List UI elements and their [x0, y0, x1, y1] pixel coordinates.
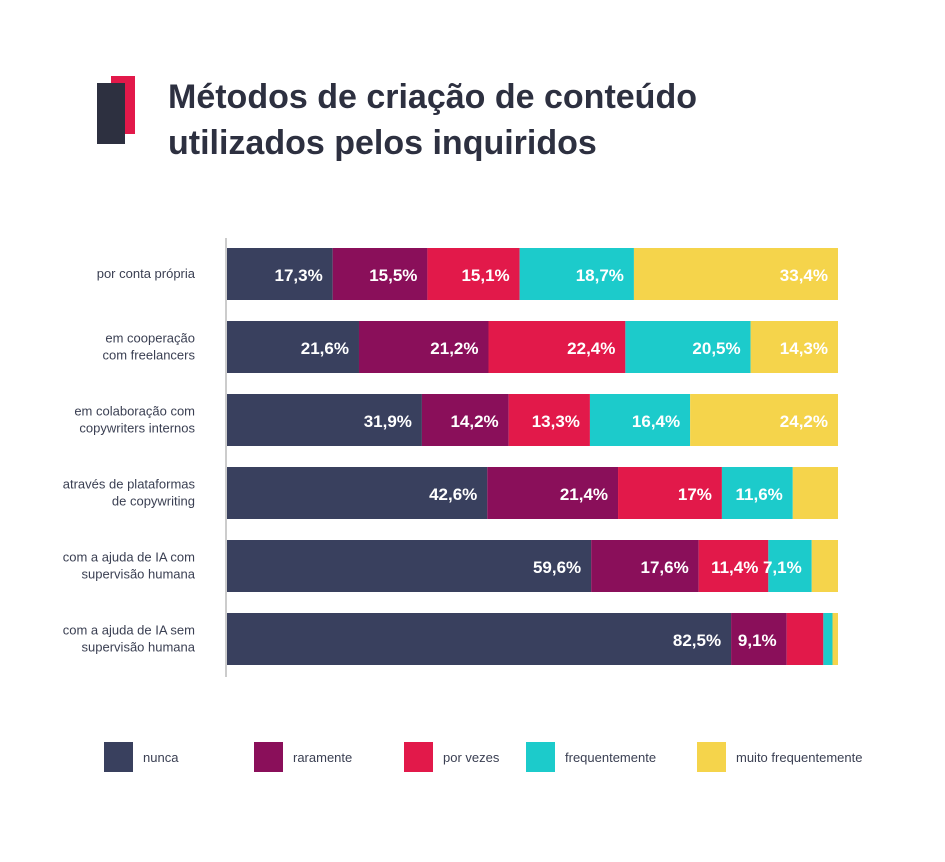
- data-label: 20,5%: [692, 339, 740, 358]
- category-label: através de plataformas de copywriting: [63, 477, 196, 509]
- category-label-line: com freelancers: [103, 348, 196, 363]
- data-label: 14,2%: [450, 412, 498, 431]
- bar-segment-nunca: [227, 613, 732, 665]
- data-label: 13,3%: [532, 412, 580, 431]
- category-label-line: com a ajuda de IA com: [63, 550, 195, 565]
- category-label: com a ajuda de IA com supervisão humana: [63, 550, 196, 582]
- data-label: 59,6%: [533, 558, 581, 577]
- data-label: 15,5%: [369, 266, 417, 285]
- data-label: 21,2%: [430, 339, 478, 358]
- data-label: 42,6%: [429, 485, 477, 504]
- chart-legend: nunca raramente por vezes frequentemente mui…: [104, 742, 904, 776]
- data-label: 18,7%: [576, 266, 624, 285]
- data-label: 31,9%: [364, 412, 412, 431]
- bar-segment-raramente: [487, 467, 619, 519]
- category-label-line: copywriters internos: [79, 421, 195, 436]
- data-label: 82,5%: [673, 631, 721, 650]
- bar-segment-nunca: [227, 394, 422, 446]
- category-label: com a ajuda de IA sem supervisão humana: [63, 623, 196, 655]
- bar-segment-muito-frequentemente: [633, 248, 838, 300]
- bar-segment-por-vezes: [786, 613, 824, 665]
- bar-segment-frequentemente: [721, 467, 793, 519]
- data-label: 14,3%: [780, 339, 828, 358]
- data-label: 9,1%: [738, 631, 777, 650]
- bar-segment-por-vezes: [698, 540, 769, 592]
- legend-label: raramente: [293, 750, 353, 765]
- data-label: 17,3%: [274, 266, 322, 285]
- bar-segment-por-vezes: [508, 394, 590, 446]
- category-label-line: em cooperação: [105, 331, 195, 346]
- category-label-line: supervisão humana: [82, 567, 196, 582]
- bar-segment-raramente: [332, 248, 428, 300]
- chart-title-line-2: utilizados pelos inquiridos: [168, 124, 597, 162]
- data-label: 17,6%: [640, 558, 688, 577]
- bar-segment-frequentemente: [823, 613, 833, 665]
- bar-segment-por-vezes: [488, 321, 626, 373]
- data-label: 11,4%: [711, 558, 758, 577]
- bar-segment-muito-frequentemente: [811, 540, 838, 592]
- bar-segment-nunca: [227, 540, 592, 592]
- category-label-line: supervisão humana: [82, 640, 196, 655]
- legend-label: por vezes: [443, 750, 500, 765]
- data-label: 16,4%: [632, 412, 680, 431]
- data-label: 24,2%: [780, 412, 828, 431]
- logo-front-shape: [97, 83, 125, 144]
- chart-title-line-1: Métodos de criação de conteúdo: [168, 78, 697, 116]
- category-label: por conta própria: [97, 266, 196, 281]
- legend-label: nunca: [143, 750, 179, 765]
- bar-segment-nunca: [227, 321, 359, 373]
- bar-segment-raramente: [731, 613, 787, 665]
- bar-segment-frequentemente: [625, 321, 751, 373]
- bar-segment-raramente: [421, 394, 509, 446]
- brand-logo: [97, 76, 137, 146]
- bar-segment-muito-frequentemente: [832, 613, 838, 665]
- bar-segment-nunca: [227, 467, 488, 519]
- bar-segment-frequentemente: [589, 394, 691, 446]
- data-label: 11,6%: [736, 485, 783, 504]
- data-label: 33,4%: [780, 266, 828, 285]
- bar-segment-frequentemente: [519, 248, 634, 300]
- legend-label: frequentemente: [565, 750, 657, 765]
- stacked-bar-chart: por conta própria 17,3% 15,5% 15,1% 18,7% 33,…: [63, 238, 838, 677]
- bar-segment-por-vezes: [427, 248, 520, 300]
- category-label-line: em colaboração com: [74, 404, 195, 419]
- data-label: 17%: [678, 485, 712, 504]
- category-label: em colaboração com copywriters internos: [74, 404, 195, 436]
- category-label: em cooperação com freelancers: [103, 331, 196, 363]
- legend-swatch: [697, 742, 726, 772]
- legend-swatch: [404, 742, 433, 772]
- category-label-line: através de plataformas: [63, 477, 196, 492]
- bar-segment-nunca: [227, 248, 333, 300]
- chart-title: Métodos de criação de conteúdo utilizado…: [168, 74, 868, 166]
- legend-swatch: [526, 742, 555, 772]
- bar-segment-por-vezes: [618, 467, 722, 519]
- data-label: 21,6%: [301, 339, 349, 358]
- category-label-line: com a ajuda de IA sem: [63, 623, 195, 638]
- data-label: 15,1%: [461, 266, 509, 285]
- category-label-line: por conta própria: [97, 266, 196, 281]
- legend-swatch: [254, 742, 283, 772]
- bar-segment-muito-frequentemente: [792, 467, 838, 519]
- legend-label: muito frequentemente: [736, 750, 863, 765]
- category-label-line: de copywriting: [112, 494, 195, 509]
- bar-segment-raramente: [358, 321, 489, 373]
- bar-segment-raramente: [591, 540, 699, 592]
- legend-swatch: [104, 742, 133, 772]
- data-label: 21,4%: [560, 485, 608, 504]
- bar-segment-frequentemente: [768, 540, 812, 592]
- data-label: 22,4%: [567, 339, 615, 358]
- bar-segment-muito-frequentemente: [750, 321, 838, 373]
- data-label: 7,1%: [763, 558, 802, 577]
- bar-segment-muito-frequentemente: [690, 394, 838, 446]
